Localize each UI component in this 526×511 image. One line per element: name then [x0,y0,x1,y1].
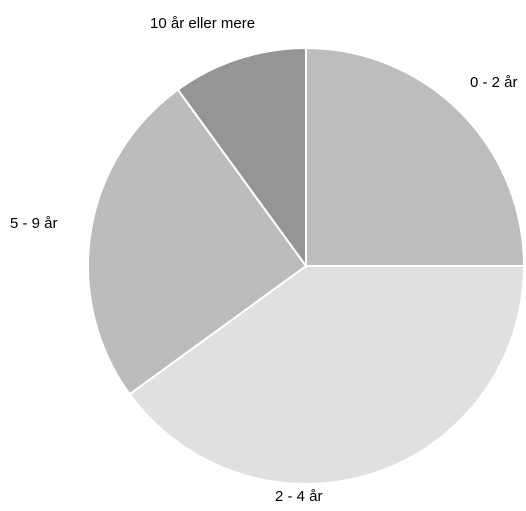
slice-10-plus-years [176,46,307,270]
slice-label-2-4: 2 - 4 år [275,488,323,505]
slice-label-10-plus: 10 år eller mere [150,15,255,32]
pie-labels: 0 - 2 år 2 - 4 år 5 - 9 år 10 år eller m… [10,15,518,505]
slice-5-9-years [87,88,308,396]
slice-label-0-2: 0 - 2 år [470,74,518,91]
slice-2-4-years [128,265,526,486]
pie-slices [87,46,526,486]
slice-label-5-9: 5 - 9 år [10,215,58,232]
slice-0-2-years [305,46,526,267]
